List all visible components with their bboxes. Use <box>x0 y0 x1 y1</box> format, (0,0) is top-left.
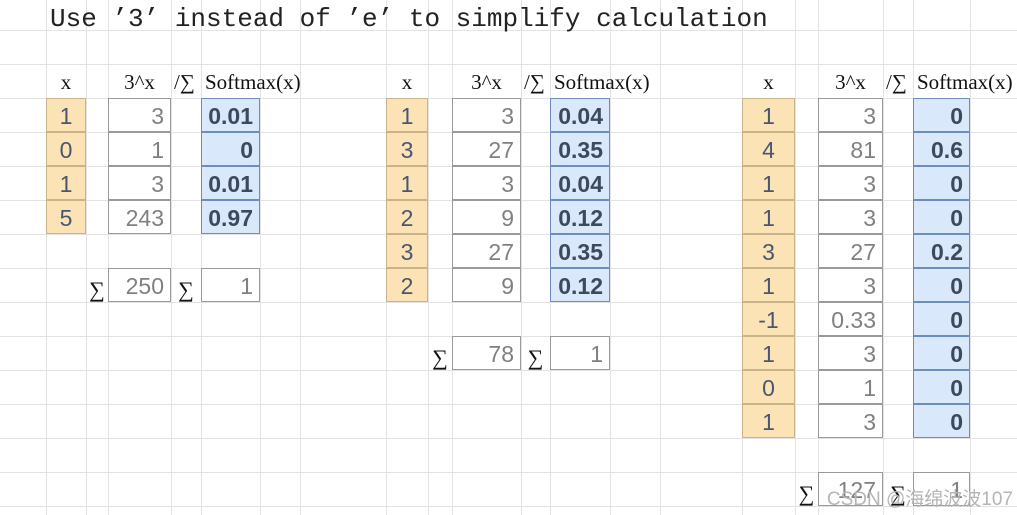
softmax-sum-cell: 1 <box>201 268 260 302</box>
power-cell: 3 <box>818 98 883 132</box>
column-header: Softmax(x) <box>205 70 301 94</box>
softmax-cell: 0.01 <box>201 166 260 200</box>
softmax-sum-cell: 1 <box>550 336 610 370</box>
x-cell: 1 <box>386 98 428 132</box>
x-cell: 1 <box>742 200 795 234</box>
column-header: x <box>401 70 413 94</box>
sum-symbol: ∑ <box>527 345 544 370</box>
softmax-cell: 0 <box>913 200 970 234</box>
softmax-cell: 0.12 <box>550 200 610 234</box>
x-cell: 1 <box>386 166 428 200</box>
softmax-cell: 0 <box>913 166 970 200</box>
x-cell: -1 <box>742 302 795 336</box>
column-header: 3^x <box>124 70 155 94</box>
x-cell: 1 <box>46 166 86 200</box>
softmax-cell: 0 <box>913 302 970 336</box>
softmax-cell: 0 <box>913 98 970 132</box>
x-cell: 1 <box>46 98 86 132</box>
column-header: /∑ <box>524 70 545 94</box>
power-cell: 1 <box>818 370 883 404</box>
softmax-cell: 0.04 <box>550 98 610 132</box>
softmax-cell: 0 <box>201 132 260 166</box>
softmax-cell: 0.35 <box>550 234 610 268</box>
sheet-title: Use ’3’ instead of ’e’ to simplify calcu… <box>50 4 768 34</box>
power-cell: 0.33 <box>818 302 883 336</box>
power-cell: 27 <box>452 234 521 268</box>
x-cell: 1 <box>742 166 795 200</box>
softmax-cell: 0.35 <box>550 132 610 166</box>
power-cell: 243 <box>108 200 171 234</box>
softmax-cell: 0.01 <box>201 98 260 132</box>
column-header: x <box>60 70 72 94</box>
x-cell: 1 <box>742 404 795 438</box>
power-cell: 3 <box>452 98 521 132</box>
power-cell: 9 <box>452 268 521 302</box>
power-cell: 9 <box>452 200 521 234</box>
power-cell: 3 <box>108 166 171 200</box>
sum-symbol: ∑ <box>890 481 906 506</box>
column-header: /∑ <box>174 70 195 94</box>
column-header: x <box>763 70 774 94</box>
sum-symbol: ∑ <box>432 345 448 370</box>
power-cell: 3 <box>818 200 883 234</box>
power-cell: 3 <box>108 98 171 132</box>
power-cell: 3 <box>818 336 883 370</box>
softmax-cell: 0.6 <box>913 132 970 166</box>
column-header: Softmax(x) <box>917 70 1013 94</box>
x-cell: 1 <box>742 336 795 370</box>
power-sum-cell: 127 <box>818 472 883 506</box>
column-header: 3^x <box>835 70 866 94</box>
power-cell: 3 <box>818 166 883 200</box>
x-cell: 0 <box>742 370 795 404</box>
x-cell: 3 <box>742 234 795 268</box>
softmax-sum-cell: 1 <box>913 472 970 506</box>
sum-symbol: ∑ <box>89 277 105 302</box>
power-cell: 3 <box>818 268 883 302</box>
sum-symbol: ∑ <box>798 481 815 506</box>
column-header: 3^x <box>471 70 502 94</box>
softmax-cell: 0.04 <box>550 166 610 200</box>
power-sum-cell: 250 <box>108 268 171 302</box>
softmax-cell: 0.2 <box>913 234 970 268</box>
x-cell: 2 <box>386 200 428 234</box>
x-cell: 5 <box>46 200 86 234</box>
column-header: /∑ <box>886 70 907 94</box>
power-cell: 3 <box>818 404 883 438</box>
power-cell: 81 <box>818 132 883 166</box>
x-cell: 2 <box>386 268 428 302</box>
softmax-cell: 0 <box>913 370 970 404</box>
power-sum-cell: 78 <box>452 336 521 370</box>
power-cell: 3 <box>452 166 521 200</box>
x-cell: 1 <box>742 98 795 132</box>
watermark: CSDN @海绵波波107 <box>826 489 1013 510</box>
x-cell: 4 <box>742 132 795 166</box>
softmax-cell: 0 <box>913 268 970 302</box>
x-cell: 3 <box>386 132 428 166</box>
softmax-cell: 0.97 <box>201 200 260 234</box>
sum-symbol: ∑ <box>178 277 194 302</box>
power-cell: 27 <box>452 132 521 166</box>
x-cell: 1 <box>742 268 795 302</box>
softmax-cell: 0 <box>913 336 970 370</box>
column-header: Softmax(x) <box>554 70 650 94</box>
x-cell: 0 <box>46 132 86 166</box>
softmax-cell: 0 <box>913 404 970 438</box>
x-cell: 3 <box>386 234 428 268</box>
softmax-cell: 0.12 <box>550 268 610 302</box>
power-cell: 1 <box>108 132 171 166</box>
power-cell: 27 <box>818 234 883 268</box>
